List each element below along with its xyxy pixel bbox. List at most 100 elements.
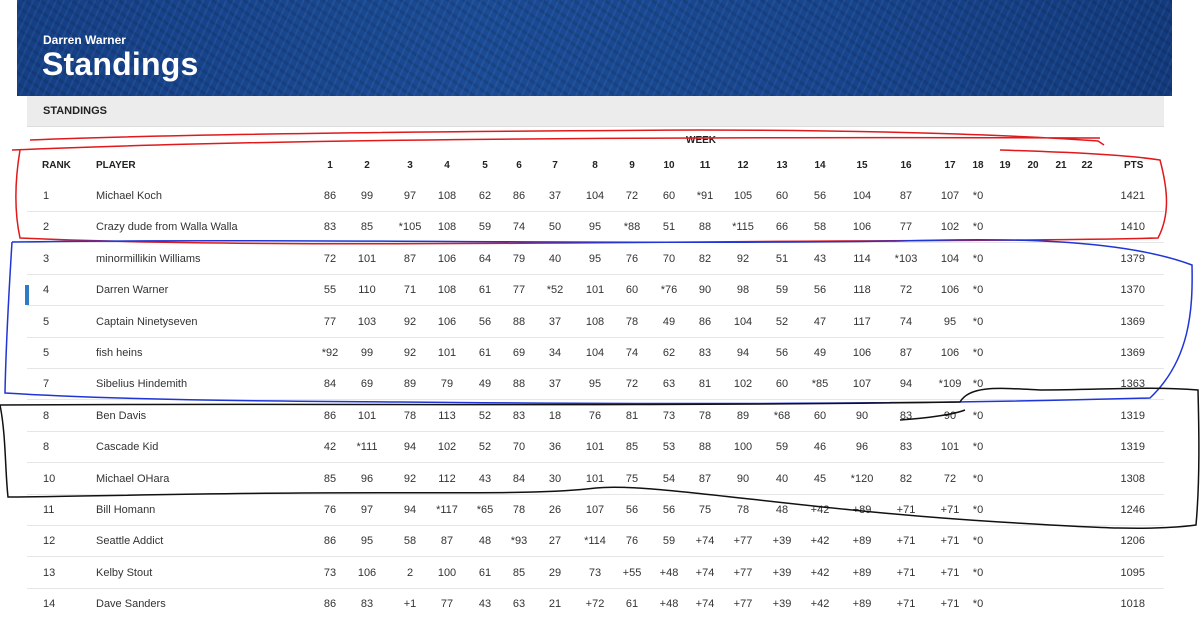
week-score: +71 <box>940 535 960 548</box>
rank-header: RANK <box>42 160 71 171</box>
player-name: Sibelius Hindemith <box>96 378 188 391</box>
player-name: Kelby Stout <box>96 566 153 579</box>
week-score: 51 <box>775 252 789 265</box>
week-score: 76 <box>625 535 639 548</box>
rank-cell: 4 <box>43 284 50 297</box>
week-score: +74 <box>695 535 715 548</box>
week-score: 56 <box>775 347 789 359</box>
player-name: Cascade Kid <box>96 441 159 454</box>
week-score: 85 <box>625 441 639 454</box>
week-score: 86 <box>698 315 712 328</box>
week-score: *91 <box>696 190 714 202</box>
week-score: 88 <box>512 315 526 328</box>
week-score: 40 <box>548 252 562 265</box>
week-score: 86 <box>323 409 337 422</box>
week-score: +42 <box>810 535 830 548</box>
week-score: 99 <box>360 190 374 202</box>
week-score: 27 <box>548 535 562 548</box>
week-header-16: 16 <box>900 160 912 171</box>
week-score: 103 <box>357 315 377 328</box>
week-score: 43 <box>478 472 492 485</box>
week-score: 83 <box>698 347 712 359</box>
week-score: +42 <box>810 504 830 516</box>
week-header-19: 19 <box>999 160 1011 171</box>
week-score: 92 <box>403 347 417 359</box>
week-score: 106 <box>437 315 457 328</box>
pts-cell: 1319 <box>1120 441 1145 454</box>
week-score: 92 <box>403 472 417 485</box>
row-divider <box>27 493 1164 495</box>
week-score: 104 <box>733 315 753 328</box>
week-score: 106 <box>852 221 872 234</box>
week-header-18: 18 <box>972 160 984 171</box>
week-score: 82 <box>698 252 712 265</box>
week-score: 101 <box>357 409 377 422</box>
week-score: *109 <box>938 378 962 391</box>
week-score: 60 <box>662 190 676 202</box>
row-divider <box>27 336 1164 338</box>
week-header-13: 13 <box>776 160 788 171</box>
week-score: 49 <box>813 347 827 359</box>
week-score: 72 <box>899 284 913 297</box>
week-score: 100 <box>437 566 457 579</box>
week-score: 90 <box>736 472 750 485</box>
player-name: Dave Sanders <box>96 598 166 611</box>
pts-header: PTS <box>1124 160 1144 171</box>
player-name: Michael OHara <box>96 472 170 485</box>
player-name: Seattle Addict <box>96 535 164 548</box>
week-score: 78 <box>736 504 750 516</box>
week-score: 79 <box>512 252 526 265</box>
week-score: +42 <box>810 598 830 611</box>
week-score: 95 <box>588 221 602 234</box>
week-score: +1 <box>403 598 417 611</box>
week-score: 60 <box>775 190 789 202</box>
pts-cell: 1410 <box>1120 221 1145 234</box>
week-score: 102 <box>940 221 960 234</box>
player-name: Michael Koch <box>96 190 163 202</box>
week-score: 105 <box>733 190 753 202</box>
week-score: *0 <box>972 535 984 548</box>
week-score: 90 <box>698 284 712 297</box>
week-score: 56 <box>478 315 492 328</box>
week-score: 94 <box>403 504 417 516</box>
week-score: 77 <box>440 598 454 611</box>
week-score: 59 <box>775 284 789 297</box>
player-name: Darren Warner <box>96 284 169 297</box>
week-score: 101 <box>585 284 605 297</box>
week-score: 70 <box>512 441 526 454</box>
week-score: +42 <box>810 566 830 579</box>
week-score: *68 <box>773 409 791 422</box>
week-score: 82 <box>899 472 913 485</box>
week-header-8: 8 <box>592 160 598 171</box>
week-score: 70 <box>662 252 676 265</box>
week-score: 78 <box>512 504 526 516</box>
rank-cell: 3 <box>43 252 50 265</box>
week-score: 18 <box>548 409 562 422</box>
week-header-22: 22 <box>1081 160 1093 171</box>
week-score: +74 <box>695 598 715 611</box>
rank-cell: 7 <box>43 378 50 391</box>
week-score: 95 <box>588 378 602 391</box>
week-score: +89 <box>852 504 872 516</box>
week-score: 97 <box>403 190 417 202</box>
player-name: Crazy dude from Walla Walla <box>96 221 238 234</box>
week-score: 95 <box>588 252 602 265</box>
pts-cell: 1206 <box>1120 535 1145 548</box>
week-score: 107 <box>585 504 605 516</box>
week-score: 29 <box>548 566 562 579</box>
rank-cell: 13 <box>43 566 56 579</box>
week-score: 61 <box>625 598 639 611</box>
week-header-12: 12 <box>737 160 749 171</box>
week-score: 73 <box>588 566 602 579</box>
week-score: 73 <box>323 566 337 579</box>
week-score: 53 <box>662 441 676 454</box>
week-header-11: 11 <box>699 160 711 171</box>
week-score: 101 <box>585 472 605 485</box>
week-score: 81 <box>698 378 712 391</box>
week-score: 63 <box>662 378 676 391</box>
rank-cell: 12 <box>43 535 56 548</box>
week-score: *0 <box>972 190 984 202</box>
week-score: *52 <box>546 284 564 297</box>
week-score: 88 <box>698 441 712 454</box>
rank-cell: 11 <box>43 504 55 516</box>
